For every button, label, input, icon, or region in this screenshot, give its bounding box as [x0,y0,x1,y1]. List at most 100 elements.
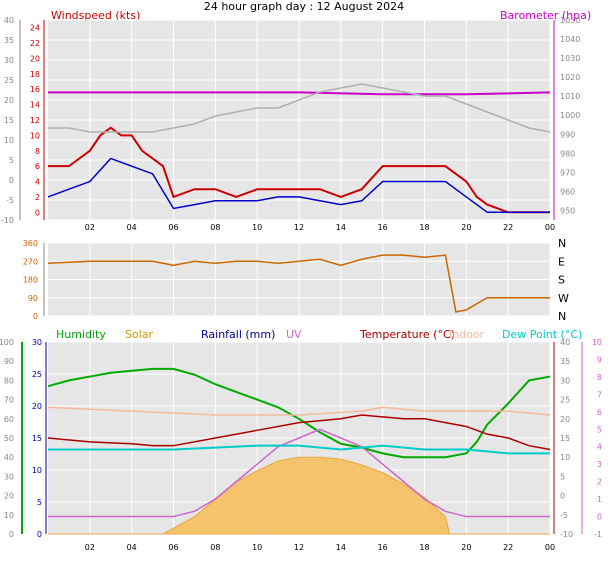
legend-windspeed: Windspeed (kts) [51,9,140,22]
legend-barometer: Barometer (hpa) [500,9,591,22]
direction-label: N [558,237,566,250]
panel-2-series [47,254,550,313]
legend-indoor: Indoor [449,328,485,341]
y-tick-label: 90 [28,294,38,303]
humidity-line [47,367,551,459]
x-tick-label: 06 [168,543,178,552]
x-tick-label: 08 [210,223,220,232]
temp-tick-label: 15 [560,434,570,443]
temperature-line [47,414,551,451]
legend-humidity: Humidity [56,328,106,341]
panel-3-axes: 02 04 06 08 10 12 14 16 18 20 22 000510152025300102… [0,338,602,552]
y-tick-label-inner: 14 [30,101,40,110]
uv-tick-label: -1 [594,530,602,539]
temp-tick-label: 35 [560,357,570,366]
uv-tick-label: 0 [597,513,602,522]
y-tick-label-right: 1000 [560,111,580,120]
rain-tick-label: 5 [37,498,42,507]
temp-tick-label: 0 [560,492,565,501]
y-tick-label-right: 970 [560,168,575,177]
x-tick-label: 16 [378,223,388,232]
humidity-tick-label: 60 [4,415,14,424]
indoor-line [47,406,551,416]
temp-tick-label: 30 [560,376,570,385]
x-tick-label: 00 [545,223,555,232]
direction-label: S [558,274,565,287]
y-tick-label: 270 [23,257,38,266]
y-tick-label-inner: 16 [30,85,40,94]
uv-tick-label: 1 [597,495,602,504]
y-tick-label-outer: -10 [1,216,14,225]
humidity-tick-label: 20 [4,492,14,501]
rain-tick-label: 15 [32,434,42,443]
rain-tick-label: 20 [32,402,42,411]
rain-tick-label: 30 [32,338,42,347]
legend-dewpoint: Dew Point (°C) [502,328,582,341]
panel-1-series [47,83,551,214]
y-tick-label-inner: 24 [30,24,40,33]
y-tick-label-outer: 10 [4,136,14,145]
x-tick-label: 04 [127,543,137,552]
y-tick-label-outer: 20 [4,96,14,105]
x-tick-label: 16 [378,543,388,552]
x-tick-label: 14 [336,543,346,552]
y-tick-label-inner: 2 [35,193,40,202]
rain-tick-label: 10 [32,466,42,475]
wind-direction-line [47,254,550,313]
x-tick-label: 20 [461,223,471,232]
y-tick-label-right: 1030 [560,54,580,63]
windspeed-avg-line [47,157,550,214]
direction-label: E [558,255,565,268]
y-tick-label-right: 1040 [560,35,580,44]
humidity-tick-label: 0 [9,530,14,539]
gust-line [48,83,551,133]
y-tick-label-outer: 40 [4,16,14,25]
y-tick-label-inner: 8 [35,147,40,156]
humidity-tick-label: 100 [0,338,14,347]
humidity-tick-label: 50 [4,434,14,443]
uv-line [48,428,550,518]
y-tick-label-outer: -5 [6,196,14,205]
dewpoint-line [48,444,550,455]
rain-tick-label: 0 [37,530,42,539]
temp-tick-label: -5 [560,511,568,520]
uv-tick-label: 10 [592,338,602,347]
uv-tick-label: 5 [597,425,602,434]
x-tick-label: 02 [85,223,95,232]
uv-tick-label: 9 [597,355,602,364]
windspeed-line [48,126,550,214]
uv-tick-label: 3 [597,460,602,469]
x-tick-label: 18 [419,543,429,552]
y-tick-label-right: 1050 [560,16,580,25]
uv-tick-label: 8 [597,373,602,382]
temp-humidity-panel: Humidity Solar Rainfall (mm) UV Temperat… [0,328,602,552]
x-tick-label: 06 [168,223,178,232]
temp-tick-label: 20 [560,415,570,424]
direction-label: W [558,292,569,305]
panel-1-axes: 02 04 06 08 10 12 14 16 18 20 22 00-10-505101520253… [1,16,580,232]
y-tick-label-right: 960 [560,187,575,196]
humidity-tick-label: 40 [4,453,14,462]
humidity-tick-label: 80 [4,376,14,385]
humidity-tick-label: 70 [4,396,14,405]
y-tick-label-right: 980 [560,149,575,158]
y-tick-label-outer: 25 [4,76,14,85]
y-tick-label-inner: 6 [35,162,40,171]
panel-3-series [47,367,551,535]
y-tick-label-outer: 30 [4,56,14,65]
uv-tick-label: 7 [597,390,602,399]
humidity-tick-label: 10 [4,511,14,520]
humidity-tick-label: 90 [4,357,14,366]
y-tick-label-inner: 4 [35,178,40,187]
y-tick-label-outer: 15 [4,116,14,125]
x-tick-label: 10 [252,223,262,232]
legend-solar: Solar [125,328,154,341]
page-title: 24 hour graph day : 12 August 2024 [204,0,404,13]
y-tick-label-inner: 10 [30,131,40,140]
temp-tick-label: 40 [560,338,570,347]
y-tick-label-inner: 12 [30,116,40,125]
legend-temperature: Temperature (°C) [359,328,455,341]
